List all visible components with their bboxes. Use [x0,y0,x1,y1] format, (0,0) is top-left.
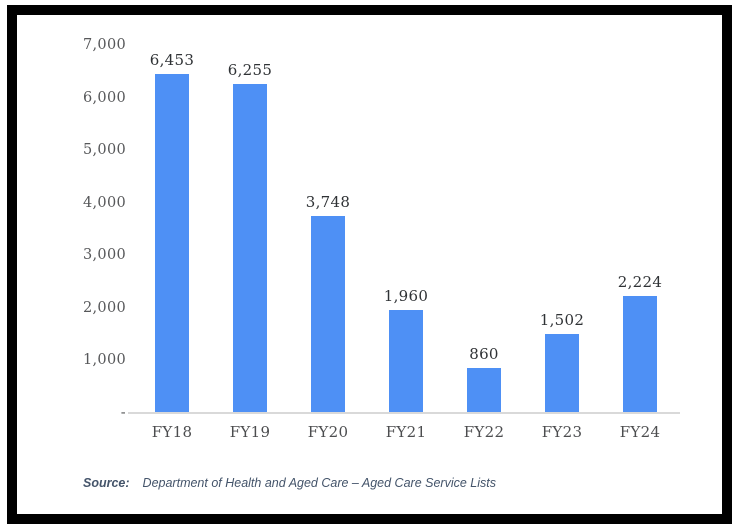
bar [155,73,189,413]
source-line: Source: Department of Health and Aged Ca… [83,476,496,490]
bar-column: 860 [445,45,523,413]
bar-value-label: 1,502 [539,311,585,329]
bar [467,367,501,413]
bar [545,334,579,413]
y-tick-label: - [120,405,126,421]
bar-value-label: 6,255 [227,61,273,80]
y-tick-label: 2,000 [82,299,126,316]
x-tick-label: FY23 [541,423,583,441]
bar-column: 6,453 [133,45,211,413]
bar-value-label: 860 [469,344,499,363]
x-tick-label: FY20 [307,423,349,441]
chart-frame-border [7,5,732,524]
bar-column: 1,960 [367,45,445,413]
y-tick-label: 3,000 [82,247,126,264]
x-tick-label: FY21 [385,423,427,441]
bar [389,310,423,413]
bar [311,216,345,413]
x-tick-label: FY19 [229,423,271,441]
y-tick-label: 7,000 [82,37,126,53]
y-tick-label: 6,000 [82,89,126,106]
bar-value-label: 6,453 [149,50,195,69]
x-tick-label: FY18 [151,423,193,441]
y-tick-label: 1,000 [82,352,126,369]
plot-area: 6,453 6,255 3,748 1,960 860 1,502 2,224 [133,45,679,413]
bar [623,296,657,413]
x-tick-label: FY22 [463,423,505,441]
bar-value-label: 1,960 [383,287,429,305]
y-tick-label: 5,000 [82,142,126,159]
source-label: Source: [83,476,130,490]
bar-column: 6,255 [211,45,289,413]
x-axis: FY18 FY19 FY20 FY21 FY22 FY23 FY24 [133,423,679,441]
source-text: Department of Health and Aged Care – Age… [142,476,496,490]
bar-column: 2,224 [601,45,679,413]
bar-value-label: 2,224 [617,273,663,292]
y-tick-label: 4,000 [82,194,126,211]
bar-column: 3,748 [289,45,367,413]
x-tick-label: FY24 [619,423,661,441]
bar-value-label: 3,748 [305,193,351,211]
bar-column: 1,502 [523,45,601,413]
bar [233,84,267,413]
x-axis-line [128,412,680,414]
